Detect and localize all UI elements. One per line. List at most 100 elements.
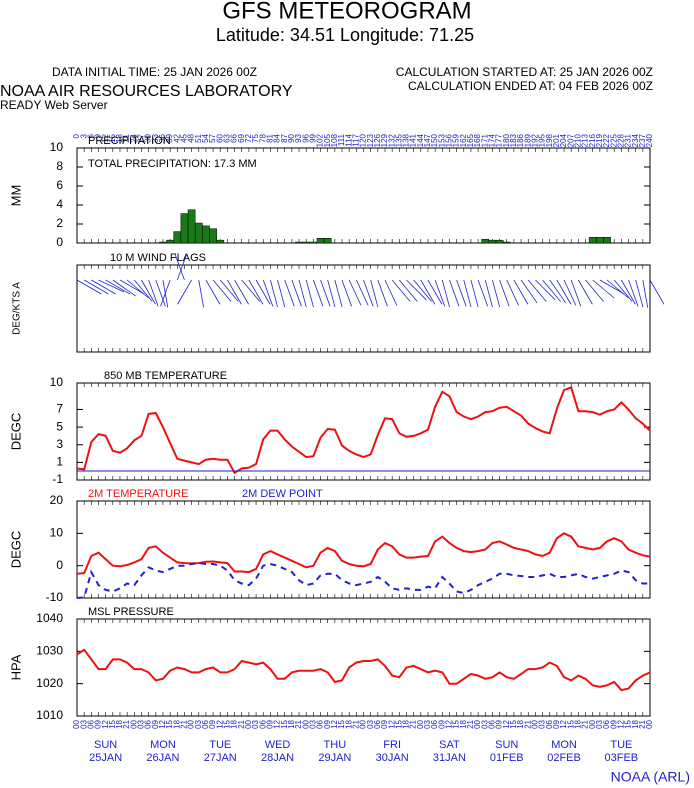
y-tick-label: 10 (50, 140, 64, 154)
top-hour-label: 138 (402, 133, 411, 147)
top-hour-label: 102 (316, 133, 325, 147)
bottom-hour-label: 03 (480, 719, 489, 728)
legend-entry: 2M DEW POINT (242, 488, 323, 500)
y-axis-label: HPA (8, 654, 23, 680)
wind-flag (649, 279, 665, 305)
series-line (76, 562, 650, 599)
panel-title: PRECIPITATION (88, 135, 171, 147)
day-label: SAT (439, 739, 460, 751)
top-hour-label: 213 (581, 133, 590, 147)
wind-flag (284, 279, 295, 307)
bottom-hour-label: 03 (423, 719, 432, 728)
calc-end: CALCULATION ENDED AT: 04 FEB 2026 00Z (408, 79, 653, 93)
y-tick-label: 20 (50, 493, 64, 507)
series-line (76, 532, 651, 575)
top-hour-label: 42 (172, 133, 181, 142)
bottom-hour-label: 12 (215, 719, 224, 728)
top-hour-label: 12 (101, 133, 110, 142)
bottom-hour-label: 18 (344, 719, 353, 728)
bottom-hour-label: 15 (452, 719, 461, 728)
annotation: TOTAL PRECIPITATION: 17.3 MM (88, 158, 257, 170)
bottom-hour-label: 00 (473, 719, 482, 728)
bar (194, 222, 203, 244)
top-hour-label: 15 (108, 133, 117, 142)
bar (302, 241, 311, 244)
wind-flag (434, 279, 446, 307)
top-hour-label: 234 (631, 133, 640, 147)
bottom-hour-label: 15 (280, 719, 289, 728)
top-hour-label: 150 (430, 133, 439, 147)
bottom-hour-label: 09 (323, 719, 332, 728)
bottom-hour-label: 03 (538, 719, 547, 728)
top-hour-label: 240 (645, 133, 654, 147)
top-hour-label: 162 (459, 133, 468, 147)
wind-flag (456, 279, 467, 307)
wind-flag (355, 279, 369, 306)
bottom-hour-label: 06 (488, 719, 497, 728)
top-hour-label: 189 (523, 133, 532, 147)
top-hour-label: 18 (115, 133, 124, 142)
bottom-hour-label: 00 (416, 719, 425, 728)
bottom-hour-label: 12 (502, 719, 511, 728)
wind-flag (198, 279, 205, 308)
wind-flag (177, 279, 192, 305)
top-hour-label: 132 (387, 133, 396, 147)
date-label: 03FEB (605, 752, 639, 764)
bottom-hour-label: 18 (287, 719, 296, 728)
wind-flag (492, 279, 501, 308)
wind-flag (176, 253, 188, 281)
top-hour-label: 186 (516, 133, 525, 147)
top-hour-label: 156 (445, 133, 454, 147)
wind-flag (535, 279, 556, 301)
top-hour-label: 228 (616, 133, 625, 147)
y-tick-label: 10 (50, 526, 64, 540)
bottom-hour-label: 00 (187, 719, 196, 728)
top-hour-label: 84 (273, 133, 282, 142)
wind-flag (212, 279, 232, 302)
bottom-hour-label: 15 (394, 719, 403, 728)
bar (323, 238, 332, 244)
wind-flag (241, 279, 261, 302)
date-label: 29JAN (318, 752, 351, 764)
wind-flag (119, 279, 145, 295)
y-tick-label: -10 (46, 590, 64, 604)
panel-frame (76, 618, 651, 717)
bottom-hour-label: 06 (258, 719, 267, 728)
title: GFS METEOROGRAM (222, 0, 471, 24)
top-hour-label: 180 (502, 133, 511, 147)
top-hour-label: 69 (237, 133, 246, 142)
y-tick-label: 1030 (36, 644, 63, 658)
wind-flag (76, 279, 102, 295)
top-hour-label: 105 (323, 133, 332, 147)
wind-flag (463, 279, 472, 308)
y-tick-label: 0 (56, 235, 63, 249)
wind-flag (277, 279, 286, 308)
y-tick-label: 10 (50, 375, 64, 389)
wind-flag (126, 279, 149, 299)
bar (316, 238, 325, 244)
top-hour-label: 48 (187, 133, 196, 142)
bottom-hour-label: 06 (144, 719, 153, 728)
bar (502, 241, 511, 244)
wind-flag (606, 279, 629, 299)
bottom-hour-label: 15 (337, 719, 346, 728)
top-hour-label: 201 (552, 133, 561, 147)
bottom-hour-label: 21 (523, 719, 532, 728)
bottom-hour-label: 12 (273, 719, 282, 728)
bottom-hour-label: 21 (237, 719, 246, 728)
day-label: FRI (383, 739, 401, 751)
y-tick-label: 0 (56, 558, 63, 572)
wind-flag (327, 279, 336, 308)
top-hour-label: 231 (624, 133, 633, 147)
top-hour-label: 183 (509, 133, 518, 147)
top-hour-label: 78 (258, 133, 267, 142)
top-hour-label: 87 (280, 133, 289, 142)
bottom-hour-label: 21 (581, 719, 590, 728)
y-tick-label: 8 (56, 159, 63, 173)
bottom-hour-label: 09 (151, 719, 160, 728)
bottom-hour-label: 00 (531, 719, 540, 728)
bottom-hour-label: 09 (609, 719, 618, 728)
wind-flag (160, 279, 171, 307)
wind-flag (549, 279, 567, 304)
bottom-hour-label: 06 (545, 719, 554, 728)
